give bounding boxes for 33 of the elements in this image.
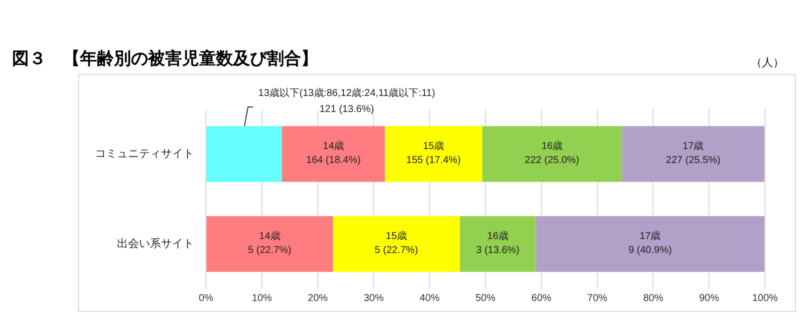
data-label: 13歳以下(13歳:86,12歳:24,11歳以下:11) 121 (13.6%) (258, 87, 436, 116)
data-label: 14歳 5 (22.7%) (248, 230, 292, 256)
x-tick-label: 90% (699, 292, 720, 304)
bar (332, 216, 460, 272)
x-tick-label: 80% (643, 292, 664, 304)
data-label: 15歳 5 (22.7%) (374, 230, 418, 256)
y-tick-label: 出会い系サイト (117, 237, 194, 250)
x-tick-label: 40% (420, 292, 440, 304)
bar (206, 126, 282, 182)
bar (482, 126, 622, 182)
data-label: 17歳 9 (40.9%) (628, 230, 672, 256)
bar (384, 126, 482, 182)
bar (460, 216, 536, 272)
x-tick-label: 0% (198, 292, 214, 304)
data-label: 16歳 222 (25.0%) (524, 140, 580, 166)
data-label: 16歳 3 (13.6%) (476, 230, 520, 256)
x-tick-label: 20% (308, 292, 328, 304)
text: （人） (751, 56, 784, 70)
bar (536, 216, 764, 272)
x-tick-label: 30% (364, 292, 384, 304)
y-tick-label: コミュニティサイト (95, 148, 194, 160)
bar (622, 126, 764, 182)
x-tick-label: 70% (587, 292, 608, 304)
bar (206, 216, 333, 272)
x-tick-label: 100% (752, 292, 778, 304)
x-tick-label: 10% (252, 292, 272, 304)
data-label: 14歳 164 (18.4%) (306, 140, 361, 166)
chart-title: 図３ 【年齢別の被害児童数及び割合】 (12, 48, 318, 70)
data-label: 17歳 227 (25.5%) (666, 140, 720, 166)
x-tick-label: 60% (531, 292, 552, 304)
bar (282, 126, 385, 182)
x-tick-label: 50% (475, 292, 496, 304)
data-label: 15歳 155 (17.4%) (406, 140, 461, 166)
